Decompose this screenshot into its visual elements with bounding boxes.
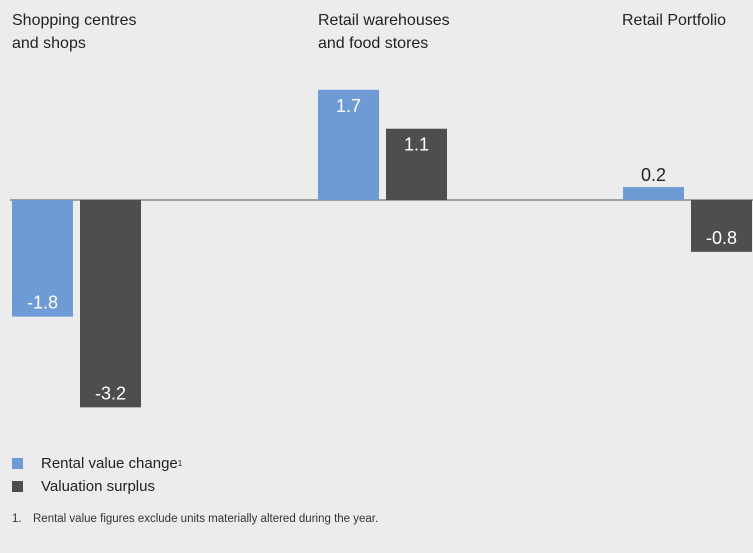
bar-rental-value-0: [12, 200, 73, 317]
bar-valuation-surplus-2: [691, 200, 752, 252]
legend-label-rental-value: Rental value change: [41, 455, 178, 472]
bar-valuation-surplus-0: [80, 200, 141, 408]
bar-rental-value-2: [623, 187, 684, 200]
legend-label-valuation-surplus: Valuation surplus: [41, 478, 155, 495]
legend-swatch-rental-value: [12, 458, 23, 469]
legend-superscript: 1: [177, 459, 183, 468]
data-label-rental-value-1: 1.7: [336, 96, 361, 116]
data-label-rental-value-0: -1.8: [27, 293, 58, 313]
bar-rental-value-1: [318, 89, 379, 200]
legend-item-rental-value: Rental value change 1: [12, 452, 182, 475]
legend-item-valuation-surplus: Valuation surplus: [12, 475, 182, 498]
bar-valuation-surplus-1: [386, 128, 447, 200]
legend-swatch-valuation-surplus: [12, 481, 23, 492]
category-label-retail-warehouses: Retail warehouses and food stores: [318, 12, 450, 52]
category-label-shopping-centres: Shopping centres and shops: [12, 12, 137, 52]
footnote: 1. Rental value figures exclude units mat…: [12, 513, 378, 525]
data-label-valuation-surplus-2: -0.8: [706, 228, 737, 248]
footnote-text: Rental value figures exclude units mater…: [33, 513, 379, 525]
legend: Rental value change 1 Valuation surplus: [12, 452, 182, 498]
data-label-valuation-surplus-0: -3.2: [95, 383, 126, 403]
category-label-retail-portfolio: Retail Portfolio: [622, 12, 727, 29]
data-label-valuation-surplus-1: 1.1: [404, 135, 429, 155]
chart-plot: -1.8 1.7 0.2 -3.2 1.1 -0.8: [10, 89, 753, 408]
data-label-rental-value-2: 0.2: [641, 165, 666, 185]
footnote-number: 1.: [12, 513, 22, 525]
